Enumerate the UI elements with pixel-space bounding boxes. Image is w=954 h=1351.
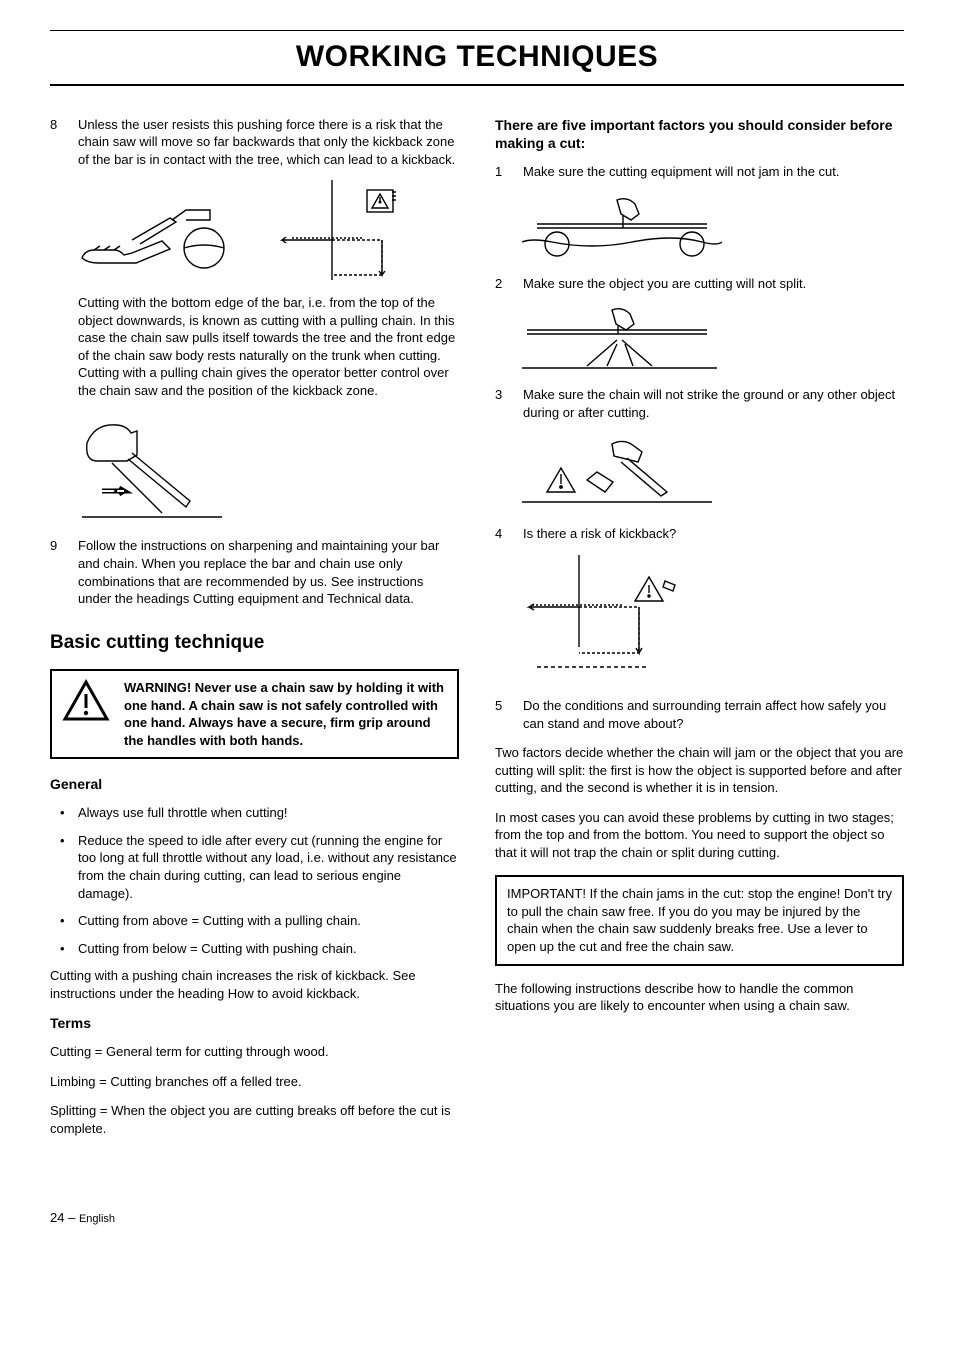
item-text: Do the conditions and surrounding terrai… bbox=[523, 697, 904, 732]
figure-factor-1 bbox=[517, 193, 904, 263]
heading-five-factors: There are five important factors you sho… bbox=[495, 116, 904, 154]
bullet-item: Cutting from below = Cutting with pushin… bbox=[50, 940, 459, 958]
page-footer: 24 – English bbox=[50, 1209, 904, 1227]
figure-factor-4 bbox=[517, 555, 904, 685]
term-cutting: Cutting = General term for cutting throu… bbox=[50, 1043, 459, 1061]
item-text: Make sure the cutting equipment will not… bbox=[523, 163, 904, 181]
factor-2: 2 Make sure the object you are cutting w… bbox=[495, 275, 904, 293]
factor-4: 4 Is there a risk of kickback? bbox=[495, 525, 904, 543]
figure-factor-3 bbox=[517, 433, 904, 513]
footer-sep: – bbox=[64, 1210, 78, 1225]
bullet-item: Reduce the speed to idle after every cut… bbox=[50, 832, 459, 902]
bullet-item: Always use full throttle when cutting! bbox=[50, 804, 459, 822]
item-number: 8 bbox=[50, 116, 64, 169]
subheading-terms: Terms bbox=[50, 1014, 459, 1033]
warning-text: WARNING! Never use a chain saw by holdin… bbox=[124, 679, 447, 749]
factor-3: 3 Make sure the chain will not strike th… bbox=[495, 386, 904, 421]
item-number: 1 bbox=[495, 163, 509, 181]
item-number: 9 bbox=[50, 537, 64, 607]
figure-factor-2 bbox=[517, 304, 904, 374]
two-column-layout: 8 Unless the user resists this pushing f… bbox=[50, 116, 904, 1150]
section-heading-basic-cutting: Basic cutting technique bbox=[50, 630, 459, 656]
item-text: Make sure the chain will not strike the … bbox=[523, 386, 904, 421]
item-text: Make sure the object you are cutting wil… bbox=[523, 275, 904, 293]
figure-kickback-pair bbox=[72, 180, 459, 280]
item-text: Unless the user resists this pushing for… bbox=[78, 116, 459, 169]
item-text: Follow the instructions on sharpening an… bbox=[78, 537, 459, 607]
warning-box: WARNING! Never use a chain saw by holdin… bbox=[50, 669, 459, 759]
paragraph-pushing-chain: Cutting with a pushing chain increases t… bbox=[50, 967, 459, 1002]
term-limbing: Limbing = Cutting branches off a felled … bbox=[50, 1073, 459, 1091]
factor-1: 1 Make sure the cutting equipment will n… bbox=[495, 163, 904, 181]
subheading-general: General bbox=[50, 775, 459, 794]
item-number: 5 bbox=[495, 697, 509, 732]
bullet-item: Cutting from above = Cutting with a pull… bbox=[50, 912, 459, 930]
item-number: 4 bbox=[495, 525, 509, 543]
left-column: 8 Unless the user resists this pushing f… bbox=[50, 116, 459, 1150]
list-item-9: 9 Follow the instructions on sharpening … bbox=[50, 537, 459, 607]
important-text: IMPORTANT! If the chain jams in the cut:… bbox=[507, 886, 892, 954]
term-splitting: Splitting = When the object you are cutt… bbox=[50, 1102, 459, 1137]
warning-icon bbox=[62, 679, 110, 749]
footer-language: English bbox=[79, 1213, 115, 1225]
paragraph-pulling-chain: Cutting with the bottom edge of the bar,… bbox=[78, 294, 459, 399]
factor-5: 5 Do the conditions and surrounding terr… bbox=[495, 697, 904, 732]
figure-pulling-chain bbox=[72, 413, 459, 523]
item-text: Is there a risk of kickback? bbox=[523, 525, 904, 543]
paragraph-following: The following instructions describe how … bbox=[495, 980, 904, 1015]
page-number: 24 bbox=[50, 1210, 64, 1225]
item-number: 2 bbox=[495, 275, 509, 293]
right-column: There are five important factors you sho… bbox=[495, 116, 904, 1150]
important-box: IMPORTANT! If the chain jams in the cut:… bbox=[495, 875, 904, 965]
paragraph-two-factors: Two factors decide whether the chain wil… bbox=[495, 744, 904, 797]
item-number: 3 bbox=[495, 386, 509, 421]
list-item-8: 8 Unless the user resists this pushing f… bbox=[50, 116, 459, 169]
page-title: WORKING TECHNIQUES bbox=[50, 30, 904, 86]
paragraph-two-stages: In most cases you can avoid these proble… bbox=[495, 809, 904, 862]
bullet-list-general: Always use full throttle when cutting! R… bbox=[50, 804, 459, 957]
